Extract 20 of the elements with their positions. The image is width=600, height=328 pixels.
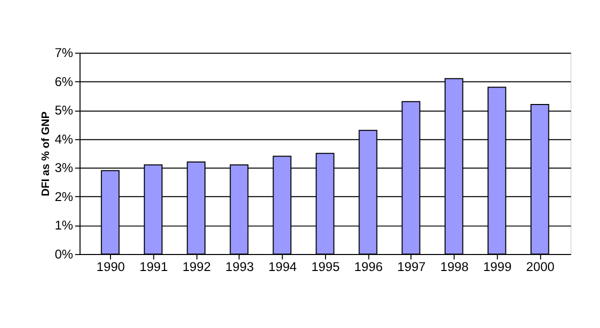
- y-tick-label: 2%: [54, 188, 74, 204]
- y-axis-title: DFI as % of GNP: [40, 112, 52, 196]
- x-tick-label: 1992: [182, 259, 211, 274]
- x-tick-label: 2000: [526, 259, 555, 274]
- y-tick-label: 3%: [54, 160, 74, 176]
- y-tick-label: 1%: [54, 218, 74, 233]
- x-tick-label: 1998: [440, 259, 469, 274]
- x-tick-label: 1996: [354, 259, 383, 274]
- y-tick-label: 0%: [54, 246, 74, 262]
- x-tick-label: 1997: [397, 259, 426, 274]
- x-tick-label: 1990: [96, 259, 125, 274]
- x-tick-label: 1993: [225, 259, 254, 274]
- y-tick-label: 4%: [54, 131, 74, 146]
- x-tick-label: 1994: [268, 259, 297, 274]
- x-tick-label: 1995: [311, 259, 340, 274]
- y-tick-label: 5%: [54, 102, 74, 118]
- y-tick-label: 7%: [54, 45, 74, 60]
- x-tick-label: 1991: [139, 259, 168, 274]
- x-tick-label: 1999: [483, 259, 512, 274]
- y-tick-label: 6%: [54, 74, 74, 89]
